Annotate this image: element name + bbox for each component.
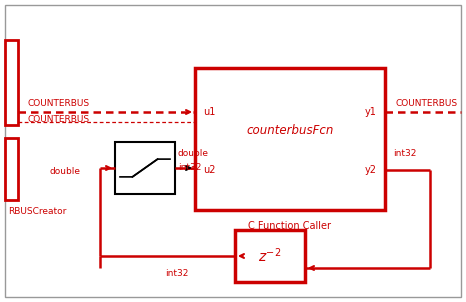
Text: double: double: [49, 168, 80, 176]
Text: y1: y1: [365, 107, 377, 117]
Text: counterbusFcn: counterbusFcn: [247, 124, 334, 137]
Text: C Function Caller: C Function Caller: [248, 221, 331, 231]
Text: $z^{-2}$: $z^{-2}$: [258, 247, 281, 265]
Bar: [5, 40, 18, 125]
Bar: [195, 68, 385, 210]
Text: int32: int32: [178, 163, 201, 172]
Text: COUNTERBUS: COUNTERBUS: [28, 98, 90, 108]
Text: int32: int32: [393, 149, 417, 158]
Text: double: double: [178, 149, 209, 159]
Text: COUNTERBUS: COUNTERBUS: [395, 98, 457, 108]
Bar: [5, 138, 18, 200]
Bar: [235, 230, 305, 282]
Text: y2: y2: [365, 165, 377, 175]
Bar: [115, 142, 175, 194]
Text: COUNTERBUS: COUNTERBUS: [28, 114, 90, 124]
Text: RBUSCreator: RBUSCreator: [8, 207, 66, 216]
Text: int32: int32: [165, 268, 188, 278]
Text: u2: u2: [203, 165, 215, 175]
Text: u1: u1: [203, 107, 215, 117]
